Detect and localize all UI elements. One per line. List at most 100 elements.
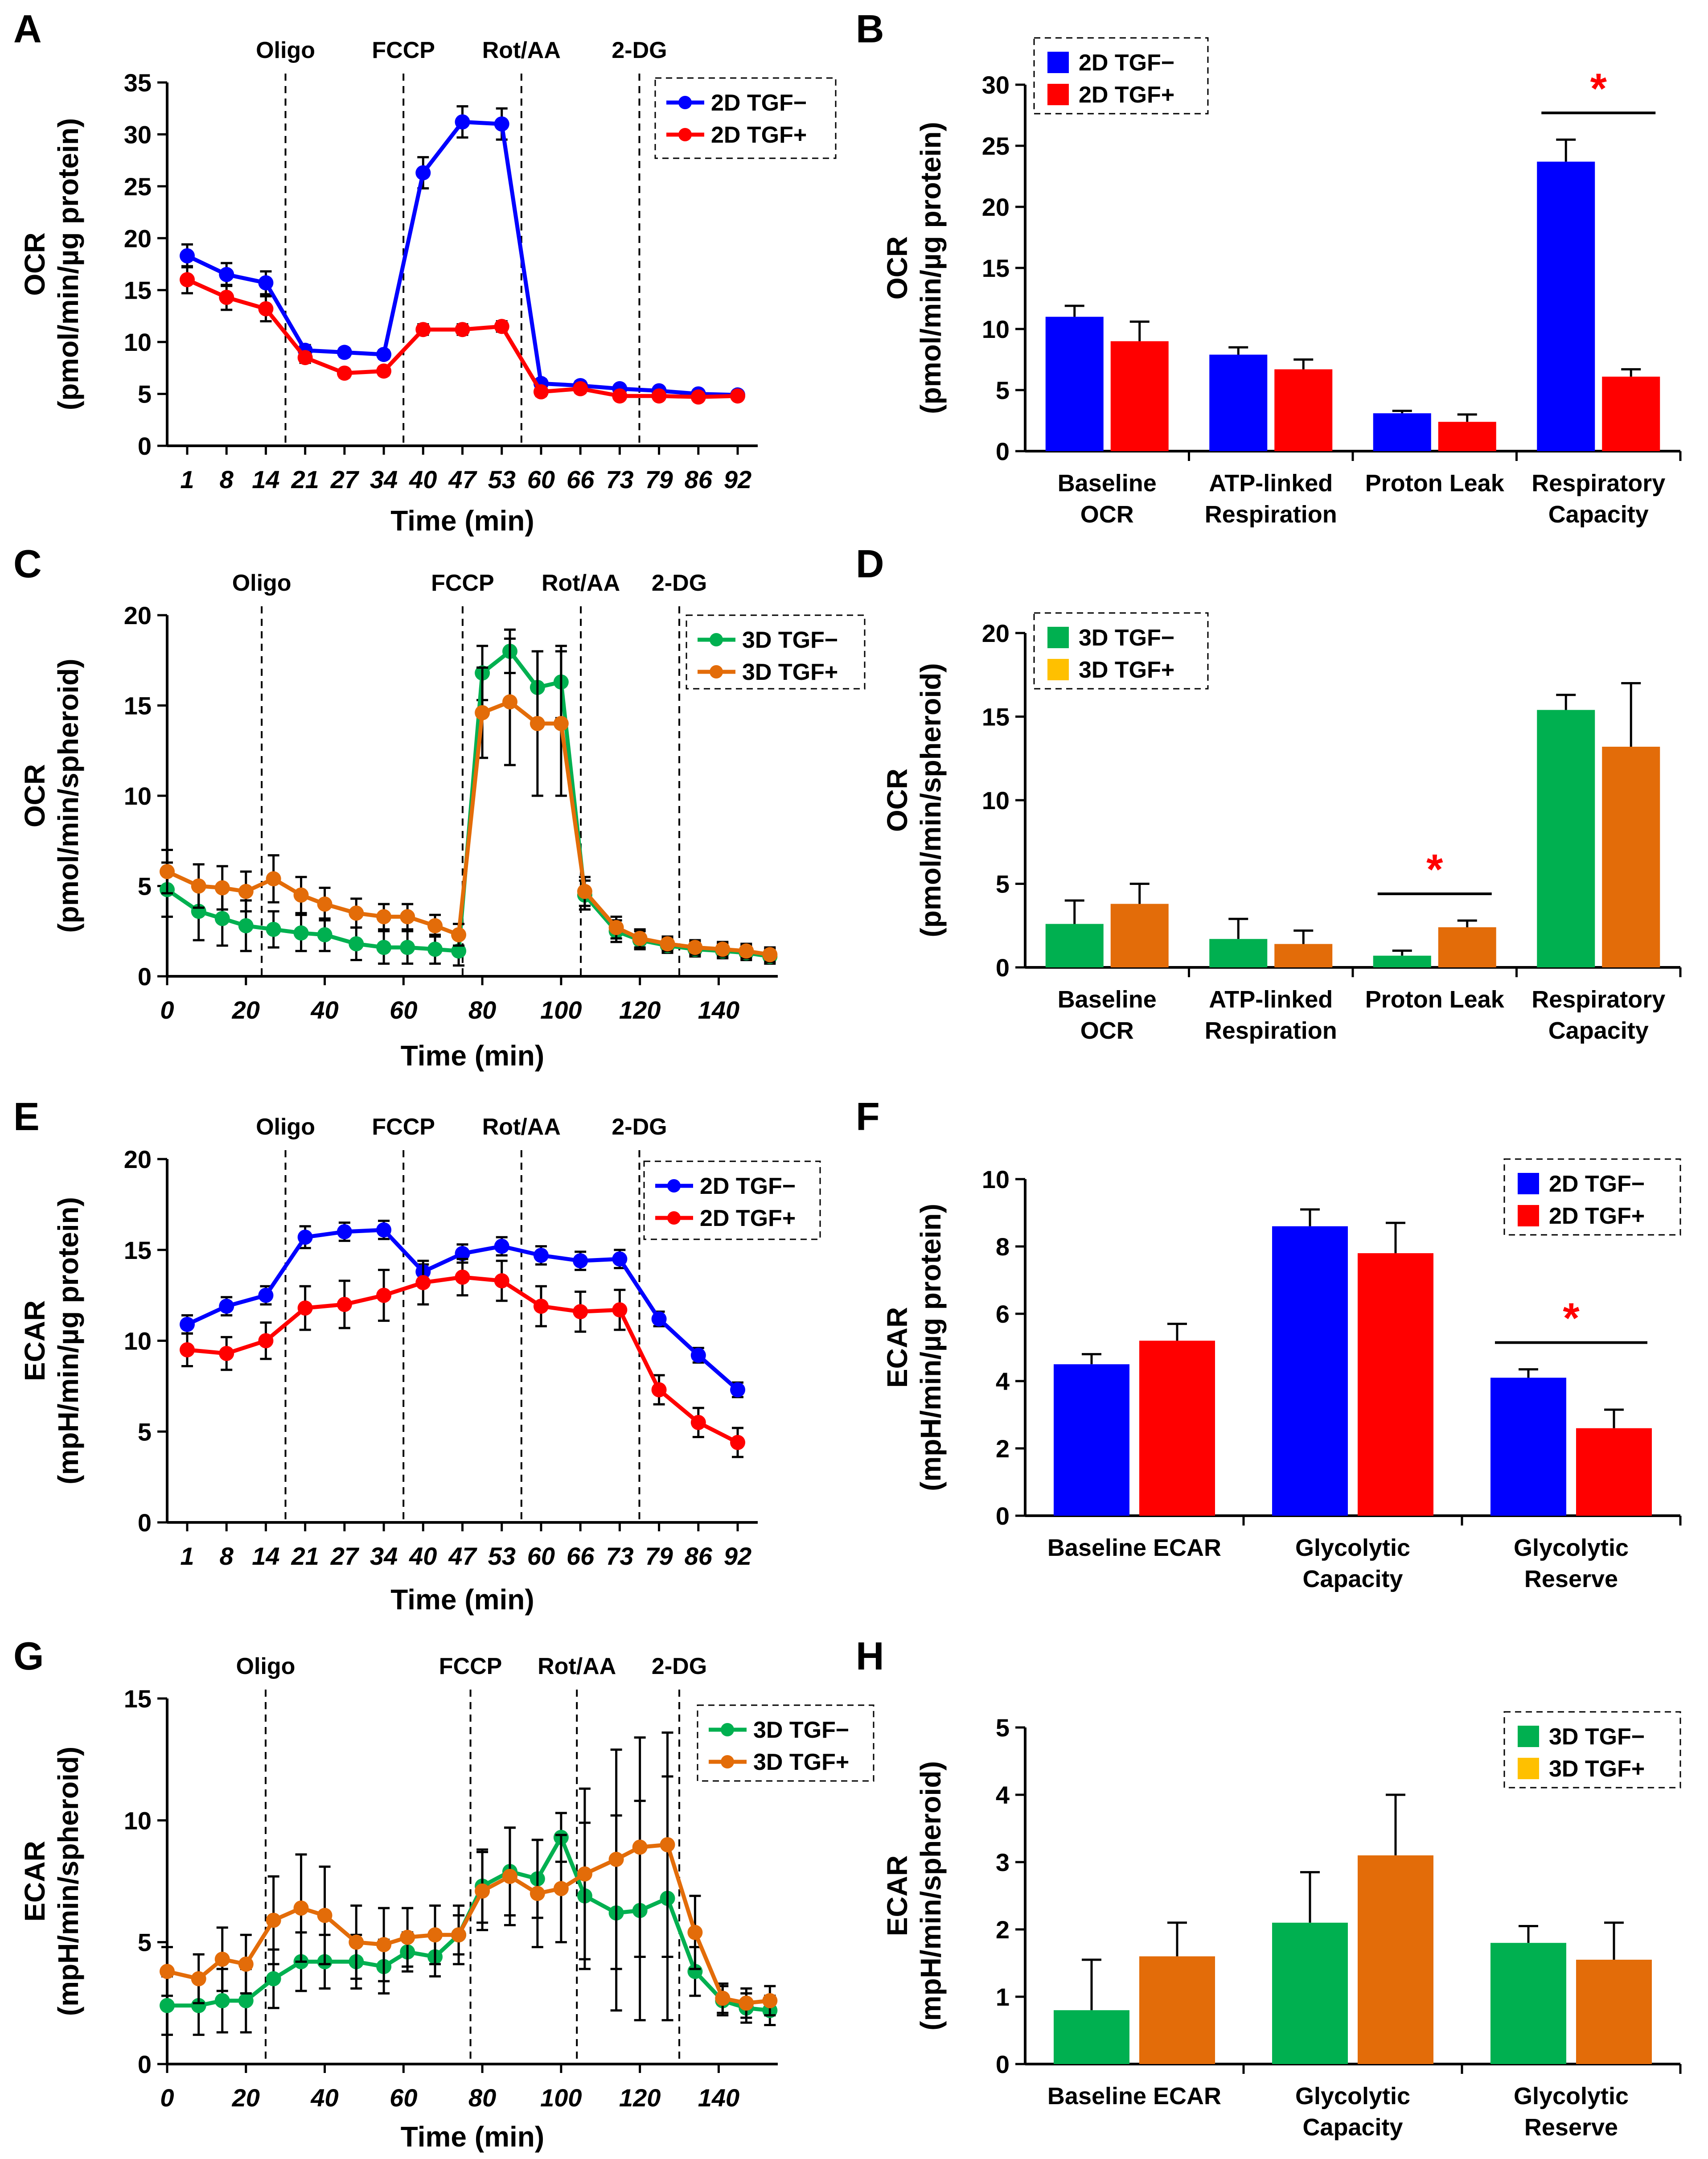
y-axis-title: ECAR [881, 1307, 913, 1388]
x-tick-label: 27 [330, 1542, 360, 1570]
data-point [660, 936, 675, 952]
x-tick-label: 34 [370, 1542, 398, 1570]
category-label: Respiratory [1531, 470, 1665, 497]
x-tick-label: 40 [409, 1542, 437, 1570]
y-tick-label: 10 [124, 1327, 152, 1355]
legend-marker-swatch [721, 1723, 734, 1736]
y-tick-label: 25 [124, 173, 152, 201]
y-axis-title: OCR [881, 236, 913, 300]
significance-star: * [1590, 65, 1607, 112]
legend-label: 2D TGF− [1079, 50, 1174, 76]
x-tick-label: 79 [645, 465, 673, 493]
data-point [160, 864, 175, 880]
panel-f-bar-chart: F 0 2 4 6 8 10 ECAR (mpH/min/µg protein) Baseline… [856, 1094, 1682, 1592]
data-point [376, 1937, 392, 1953]
data-point [762, 1993, 778, 2008]
x-tick-label: 21 [291, 465, 319, 493]
x-axis-title: Time (min) [401, 2121, 544, 2153]
legend-color-swatch [1518, 1205, 1539, 1226]
data-point [715, 942, 731, 957]
y-tick-label: 0 [138, 962, 152, 991]
data-point [651, 1382, 667, 1398]
data-point [553, 716, 569, 731]
data-point [180, 272, 195, 288]
panel-label: H [856, 1634, 884, 1678]
panel-label: E [13, 1094, 40, 1139]
y-tick-label: 0 [996, 954, 1010, 982]
data-point [632, 930, 648, 946]
series-line [166, 1842, 770, 2005]
series-tgf-minus [180, 1220, 745, 1398]
data-point [415, 165, 431, 181]
data-point [715, 1990, 731, 2006]
injection-label: Rot/AA [542, 570, 620, 596]
y-tick-label: 5 [138, 1929, 152, 1957]
data-point [573, 1304, 588, 1320]
significance-star: * [1426, 846, 1443, 893]
x-tick-label: 60 [527, 1542, 555, 1570]
x-tick-label: 0 [160, 996, 174, 1024]
x-tick-label: 20 [232, 2084, 260, 2112]
data-point [293, 925, 309, 941]
legend-label: 2D TGF+ [711, 122, 807, 148]
data-point [502, 1869, 517, 1884]
data-point [494, 1273, 509, 1289]
data-point [160, 1964, 175, 1979]
x-tick-label: 92 [724, 465, 751, 493]
data-point [337, 366, 352, 381]
x-tick-label: 80 [468, 996, 496, 1024]
data-point [451, 927, 467, 942]
data-point [730, 388, 745, 404]
bar-tgf-minus [1272, 1922, 1348, 2064]
legend-label: 2D TGF+ [1079, 82, 1174, 108]
y-axis-subtitle: (pmol/min/µg protein) [915, 122, 947, 414]
data-point [191, 1998, 206, 2013]
x-tick-label: 73 [606, 1542, 633, 1570]
data-point [455, 1246, 470, 1261]
data-point [687, 940, 703, 955]
y-tick-label: 0 [138, 432, 152, 460]
injection-label: FCCP [439, 1653, 502, 1679]
injection-label: 2-DG [612, 1114, 667, 1140]
y-tick-label: 1 [996, 1983, 1010, 2011]
legend-label: 3D TGF− [742, 627, 838, 653]
data-point [293, 887, 309, 903]
injection-label: Oligo [236, 1653, 296, 1679]
injection-label: FCCP [372, 1114, 435, 1140]
x-tick-label: 8 [220, 1542, 234, 1570]
panel-label: F [856, 1094, 880, 1139]
data-point [400, 909, 415, 925]
y-tick-label: 5 [996, 376, 1010, 404]
injection-label: Oligo [232, 570, 292, 596]
x-tick-label: 0 [160, 2084, 174, 2112]
series-line [167, 1835, 770, 2013]
y-tick-label: 10 [982, 1165, 1010, 1193]
data-point [293, 1900, 309, 1916]
x-tick-label: 66 [567, 1542, 595, 1570]
bar-tgf-plus [1358, 1855, 1433, 2064]
bar-tgf-plus [1274, 369, 1333, 451]
data-point [349, 936, 364, 952]
data-point [427, 1927, 443, 1943]
data-point [690, 389, 706, 405]
panel-label: C [13, 542, 42, 586]
legend-color-swatch [1047, 627, 1069, 648]
data-point [455, 322, 470, 337]
category-label: Reserve [1524, 2114, 1618, 2141]
x-tick-label: 60 [390, 2084, 417, 2112]
bar-tgf-plus [1358, 1253, 1433, 1516]
x-tick-label: 20 [232, 996, 260, 1024]
category-label: OCR [1080, 501, 1134, 528]
data-point [612, 388, 628, 404]
data-point [219, 1346, 234, 1361]
data-point [266, 1912, 281, 1928]
panel-label: D [856, 542, 884, 586]
injection-label: 2-DG [652, 570, 707, 596]
y-tick-label: 15 [982, 254, 1010, 282]
legend-marker-swatch [678, 128, 692, 141]
y-tick-label: 0 [138, 2050, 152, 2078]
data-point [494, 1238, 509, 1254]
legend-label: 2D TGF− [700, 1173, 796, 1199]
y-tick-label: 10 [982, 786, 1010, 814]
series-line [166, 699, 771, 957]
